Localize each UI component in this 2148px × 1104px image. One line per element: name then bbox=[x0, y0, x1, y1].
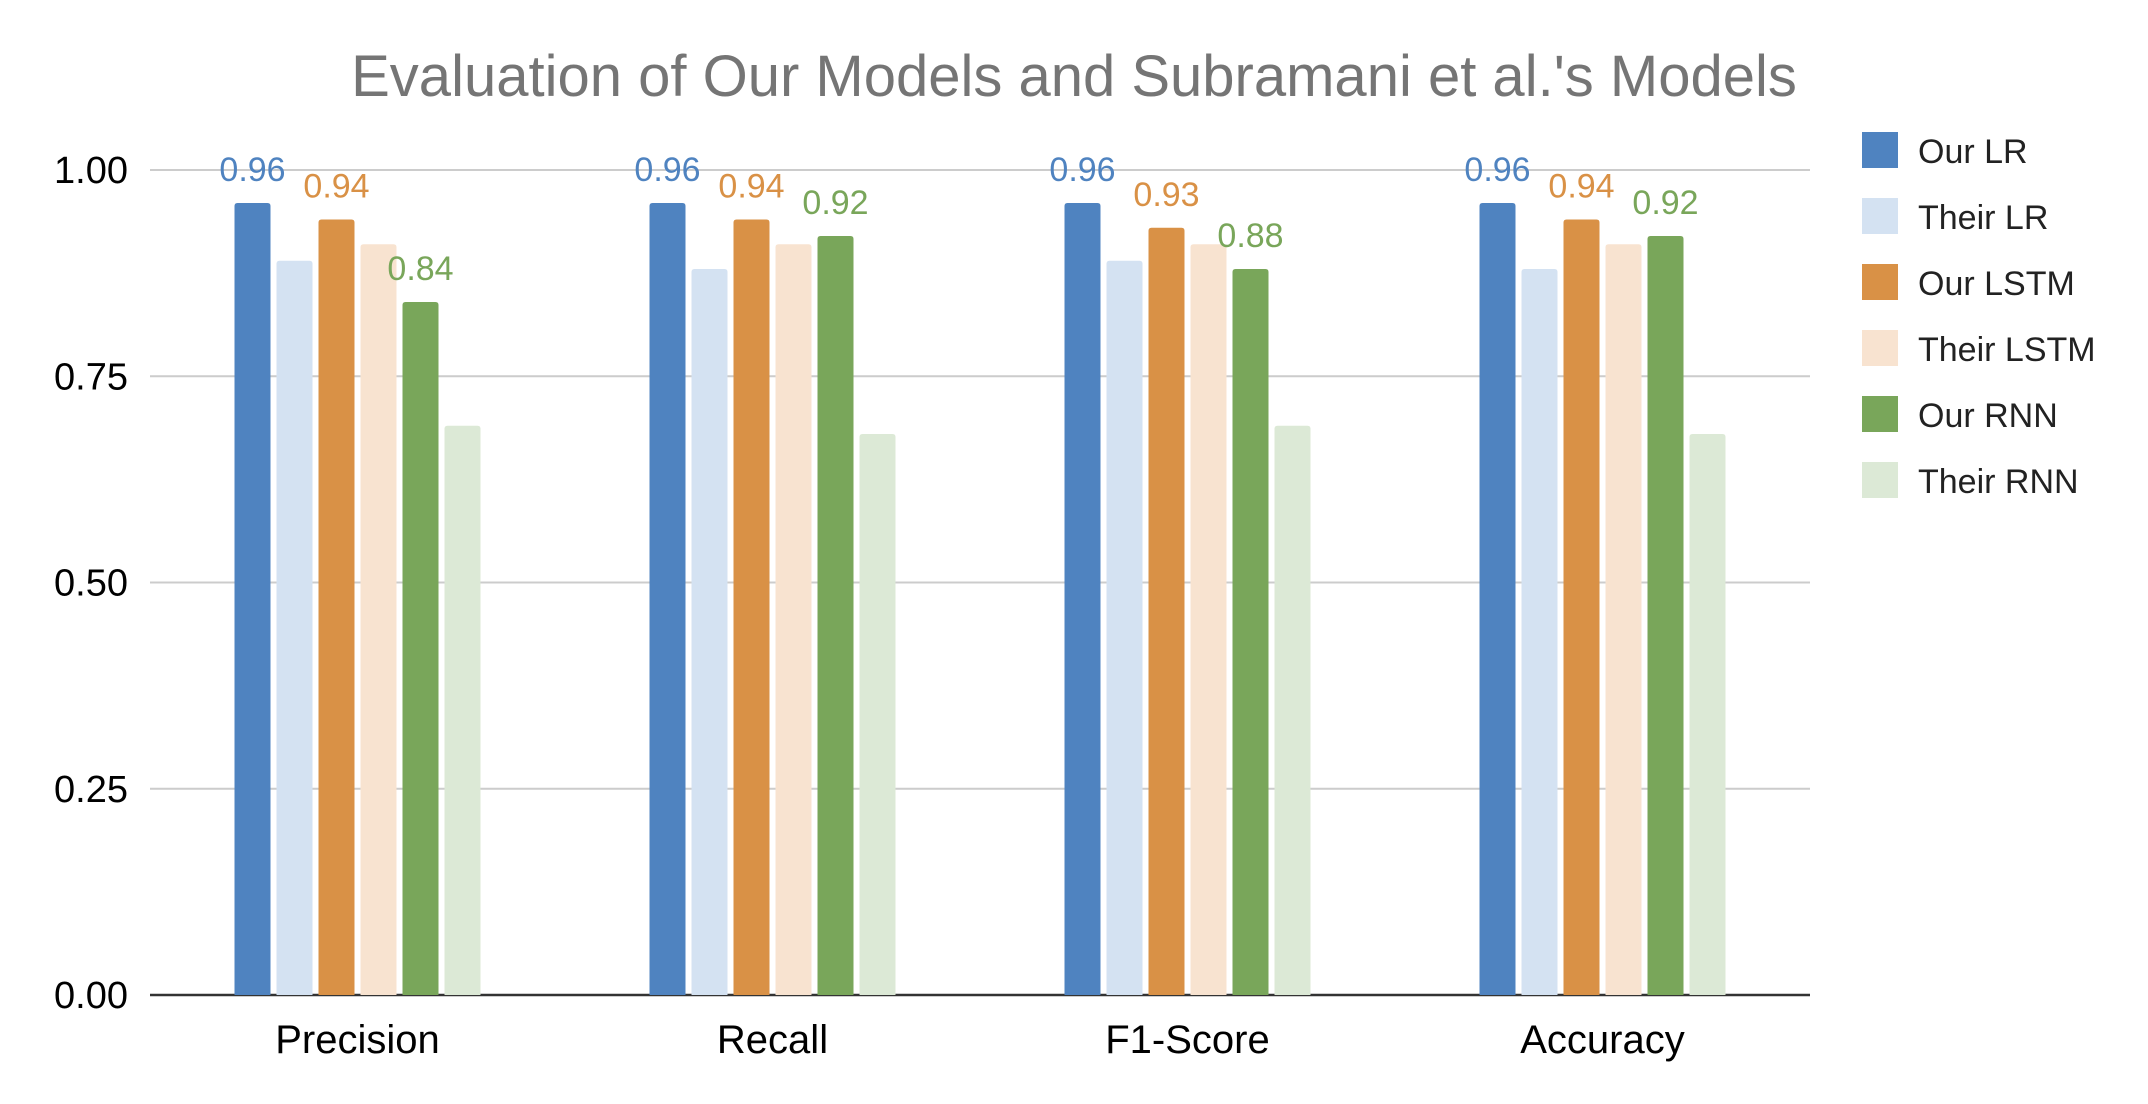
bar-our-lr-precision bbox=[234, 203, 271, 995]
data-labels: 0.96 0.94 0.84 0.96 0.94 0.92 0.96 0.93 0.88 0.96… bbox=[219, 151, 1698, 288]
data-label: 0.92 bbox=[802, 184, 868, 222]
legend-swatch bbox=[1862, 264, 1898, 300]
data-label: 0.92 bbox=[1632, 184, 1698, 222]
bar-our-lr-f1-score bbox=[1064, 203, 1101, 995]
x-tick-label: Recall bbox=[717, 1018, 828, 1062]
data-label: 0.96 bbox=[634, 151, 700, 189]
y-tick-label: 0.50 bbox=[54, 563, 128, 605]
bar-their-lstm-f1-score bbox=[1190, 244, 1227, 995]
data-label: 0.93 bbox=[1133, 176, 1199, 214]
bar-their-lstm-recall bbox=[775, 244, 812, 995]
bar-our-rnn-recall bbox=[817, 236, 854, 995]
bar-their-lstm-precision bbox=[360, 244, 397, 995]
bar-their-rnn-recall bbox=[859, 434, 896, 995]
bar-our-rnn-accuracy bbox=[1647, 236, 1684, 995]
data-label: 0.96 bbox=[1049, 151, 1115, 189]
bar-their-rnn-accuracy bbox=[1689, 434, 1726, 995]
bar-our-lstm-precision bbox=[318, 219, 355, 995]
legend-swatch bbox=[1862, 132, 1898, 168]
legend-label: Their LR bbox=[1918, 199, 2048, 237]
bar-their-lstm-accuracy bbox=[1605, 244, 1642, 995]
data-label: 0.94 bbox=[303, 168, 369, 206]
x-tick-label: Precision bbox=[275, 1018, 440, 1062]
bar-our-lstm-accuracy bbox=[1563, 219, 1600, 995]
y-tick-label: 0.75 bbox=[54, 356, 128, 398]
legend-label: Our RNN bbox=[1918, 397, 2058, 435]
data-label: 0.94 bbox=[1548, 168, 1614, 206]
bar-their-lr-f1-score bbox=[1106, 260, 1143, 995]
legend-label: Their LSTM bbox=[1918, 331, 2096, 369]
y-tick-label: 0.25 bbox=[54, 769, 128, 811]
data-label: 0.96 bbox=[219, 151, 285, 189]
bar-their-rnn-precision bbox=[444, 425, 481, 995]
bar-our-rnn-f1-score bbox=[1232, 269, 1269, 995]
y-tick-label: 0.00 bbox=[54, 975, 128, 1017]
legend-swatch bbox=[1862, 198, 1898, 234]
bar-our-lstm-recall bbox=[733, 219, 770, 995]
legend-label: Their RNN bbox=[1918, 463, 2079, 501]
y-tick-label: 1.00 bbox=[54, 150, 128, 192]
data-label: 0.94 bbox=[718, 168, 784, 206]
legend-swatch bbox=[1862, 330, 1898, 366]
data-label: 0.96 bbox=[1464, 151, 1530, 189]
y-axis: 0.00 0.25 0.50 0.75 1.00 bbox=[54, 150, 1810, 1017]
legend-swatch bbox=[1862, 462, 1898, 498]
bars bbox=[234, 203, 1726, 995]
chart-title: Evaluation of Our Models and Subramani e… bbox=[351, 44, 1797, 109]
legend-label: Our LR bbox=[1918, 133, 2028, 171]
bar-their-lr-precision bbox=[276, 260, 313, 995]
data-label: 0.88 bbox=[1217, 217, 1283, 255]
x-tick-label: F1-Score bbox=[1105, 1018, 1270, 1062]
legend-label: Our LSTM bbox=[1918, 265, 2075, 303]
bar-our-lr-recall bbox=[649, 203, 686, 995]
x-tick-label: Accuracy bbox=[1520, 1018, 1685, 1062]
bar-our-lstm-f1-score bbox=[1148, 227, 1185, 995]
bar-their-lr-accuracy bbox=[1521, 269, 1558, 995]
data-label: 0.84 bbox=[387, 250, 453, 288]
x-axis: Precision Recall F1-Score Accuracy bbox=[275, 1018, 1685, 1062]
legend: Our LR Their LR Our LSTM Their LSTM Our RNN T… bbox=[1862, 132, 2096, 501]
bar-our-lr-accuracy bbox=[1479, 203, 1516, 995]
legend-swatch bbox=[1862, 396, 1898, 432]
bar-our-rnn-precision bbox=[402, 302, 439, 995]
bar-their-lr-recall bbox=[691, 269, 728, 995]
bar-their-rnn-f1-score bbox=[1274, 425, 1311, 995]
